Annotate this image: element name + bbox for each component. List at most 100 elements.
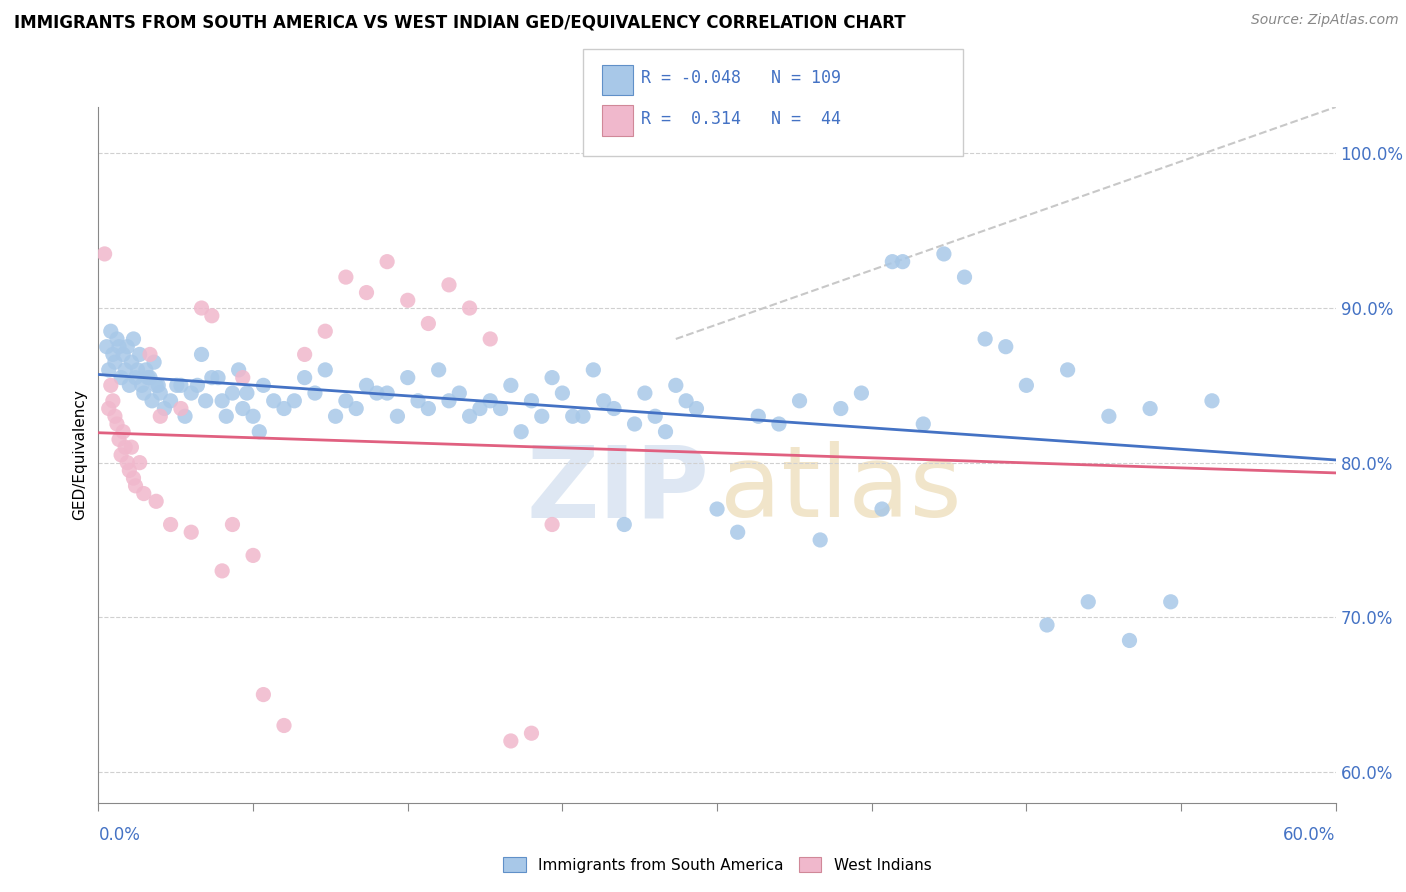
Point bbox=[242, 549, 264, 563]
Point bbox=[541, 517, 564, 532]
Point bbox=[201, 309, 224, 323]
Point bbox=[375, 254, 398, 268]
Point bbox=[706, 502, 728, 516]
Point bbox=[1201, 393, 1223, 408]
Point bbox=[101, 393, 124, 408]
Y-axis label: GED/Equivalency: GED/Equivalency bbox=[72, 390, 87, 520]
Point bbox=[149, 386, 172, 401]
Point bbox=[101, 347, 124, 361]
Point bbox=[190, 301, 212, 315]
Point bbox=[141, 393, 163, 408]
Point bbox=[932, 247, 955, 261]
Point bbox=[211, 393, 233, 408]
Point bbox=[96, 340, 118, 354]
Point bbox=[108, 433, 131, 447]
Point bbox=[117, 340, 139, 354]
Point bbox=[530, 409, 553, 424]
Point bbox=[145, 494, 167, 508]
Text: ZIP: ZIP bbox=[527, 442, 710, 538]
Point bbox=[215, 409, 238, 424]
Point bbox=[418, 401, 440, 416]
Point bbox=[143, 355, 166, 369]
Point bbox=[132, 386, 155, 401]
Point bbox=[1139, 401, 1161, 416]
Point bbox=[1015, 378, 1038, 392]
Point bbox=[273, 401, 295, 416]
Point bbox=[105, 332, 128, 346]
Point bbox=[396, 370, 419, 384]
Point bbox=[174, 409, 197, 424]
Point bbox=[118, 463, 141, 477]
Point bbox=[375, 386, 398, 401]
Point bbox=[122, 471, 145, 485]
Point bbox=[891, 254, 914, 268]
Point bbox=[1098, 409, 1121, 424]
Point bbox=[499, 378, 522, 392]
Point bbox=[159, 393, 181, 408]
Text: 60.0%: 60.0% bbox=[1284, 826, 1336, 844]
Point bbox=[148, 378, 170, 392]
Point bbox=[136, 370, 159, 384]
Point bbox=[232, 370, 254, 384]
Point bbox=[592, 393, 614, 408]
Point bbox=[366, 386, 388, 401]
Point bbox=[406, 393, 429, 408]
Point bbox=[135, 363, 157, 377]
Point bbox=[186, 378, 208, 392]
Point bbox=[396, 293, 419, 308]
Point bbox=[122, 332, 145, 346]
Point bbox=[242, 409, 264, 424]
Point bbox=[180, 386, 202, 401]
Point bbox=[114, 363, 136, 377]
Point bbox=[437, 393, 460, 408]
Point bbox=[120, 440, 142, 454]
Point bbox=[489, 401, 512, 416]
Point bbox=[520, 393, 543, 408]
Point bbox=[194, 393, 217, 408]
Point bbox=[294, 347, 316, 361]
Point bbox=[356, 285, 378, 300]
Point bbox=[675, 393, 697, 408]
Point bbox=[314, 363, 336, 377]
Point bbox=[1056, 363, 1078, 377]
Point bbox=[247, 425, 270, 439]
Point bbox=[953, 270, 976, 285]
Point bbox=[112, 347, 135, 361]
Point bbox=[912, 417, 935, 431]
Point bbox=[479, 332, 502, 346]
Point bbox=[166, 378, 188, 392]
Point bbox=[190, 347, 212, 361]
Point bbox=[789, 393, 811, 408]
Point bbox=[211, 564, 233, 578]
Point bbox=[100, 324, 122, 338]
Point bbox=[252, 378, 274, 392]
Point bbox=[145, 378, 167, 392]
Point bbox=[294, 370, 316, 384]
Point bbox=[1036, 618, 1059, 632]
Point bbox=[139, 370, 162, 384]
Point bbox=[427, 363, 450, 377]
Point bbox=[685, 401, 707, 416]
Point bbox=[105, 417, 128, 431]
Point bbox=[153, 401, 176, 416]
Point bbox=[263, 393, 285, 408]
Point bbox=[221, 386, 243, 401]
Point bbox=[236, 386, 259, 401]
Point bbox=[180, 525, 202, 540]
Point bbox=[159, 517, 181, 532]
Point bbox=[104, 409, 127, 424]
Point bbox=[499, 734, 522, 748]
Point bbox=[120, 355, 142, 369]
Point bbox=[283, 393, 305, 408]
Point bbox=[149, 409, 172, 424]
Point bbox=[437, 277, 460, 292]
Point bbox=[124, 370, 146, 384]
Point bbox=[124, 479, 146, 493]
Point bbox=[118, 378, 141, 392]
Point bbox=[727, 525, 749, 540]
Point bbox=[644, 409, 666, 424]
Text: 0.0%: 0.0% bbox=[98, 826, 141, 844]
Point bbox=[851, 386, 873, 401]
Point bbox=[335, 393, 357, 408]
Point bbox=[994, 340, 1017, 354]
